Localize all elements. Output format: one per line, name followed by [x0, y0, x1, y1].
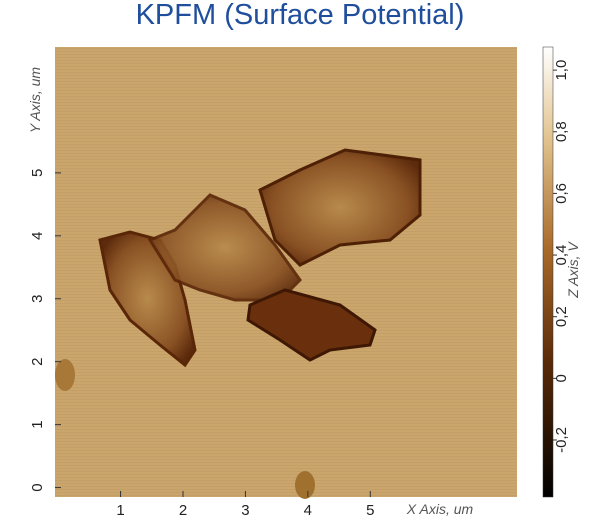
x-tick-label: 1	[116, 502, 124, 519]
x-tick-label: 4	[304, 502, 312, 519]
colorbar-tick-label: 0,4	[553, 245, 570, 266]
y-tick-label: 4	[29, 232, 46, 240]
y-tick-label: 1	[29, 420, 46, 428]
colorbar-tick-label: 0,2	[553, 306, 570, 327]
x-tick-label: 5	[366, 502, 374, 519]
y-tick-label: 5	[29, 169, 46, 177]
colorbar	[542, 46, 554, 498]
y-tick-label: 3	[29, 295, 46, 303]
x-tick-label: 2	[179, 502, 187, 519]
colorbar-tick-label: 1,0	[553, 60, 570, 81]
x-axis-label: X Axis, um	[406, 501, 474, 517]
y-axis-label: Y Axis, um	[27, 67, 43, 133]
y-tick-label: 2	[29, 358, 46, 366]
chart-title: KPFM (Surface Potential)	[136, 0, 465, 31]
colorbar-tick-label: 0,6	[553, 183, 570, 204]
colorbar-tick-label: 0	[553, 374, 570, 382]
x-tick-label: 3	[241, 502, 249, 519]
kpfm-image	[55, 47, 517, 499]
colorbar-tick-label: 0,8	[553, 121, 570, 142]
y-tick-label: 0	[29, 483, 46, 491]
colorbar-label: Z Axis, V	[565, 241, 581, 299]
colorbar-tick-label: -0,2	[553, 427, 570, 453]
